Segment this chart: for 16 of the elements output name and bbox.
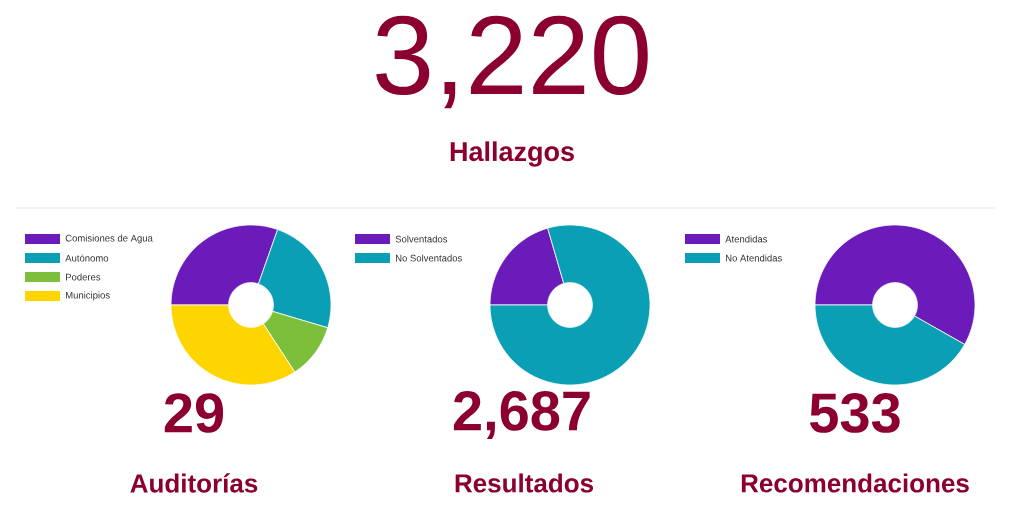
text: 533	[810, 393, 900, 433]
legend-label: No Solventados	[395, 254, 462, 262]
legend-label: Municipios	[66, 291, 110, 301]
legend-label: Solventados	[395, 235, 448, 243]
legend-label: Autónomo	[65, 254, 109, 262]
text: Hallazgos	[450, 141, 574, 167]
text: Auditorías	[130, 473, 258, 493]
legend-label: Poderes	[66, 273, 101, 281]
text: 29	[164, 393, 224, 433]
text: 2,687	[453, 391, 590, 439]
text: Recomendaciones	[741, 473, 969, 493]
legend-label: Comisiones de Agua	[65, 234, 153, 244]
text: Resultados	[455, 473, 594, 493]
text: 3,220	[376, 15, 648, 109]
legend-label: No Atendidas	[725, 254, 782, 262]
legend-label: Atendidas	[725, 235, 768, 243]
